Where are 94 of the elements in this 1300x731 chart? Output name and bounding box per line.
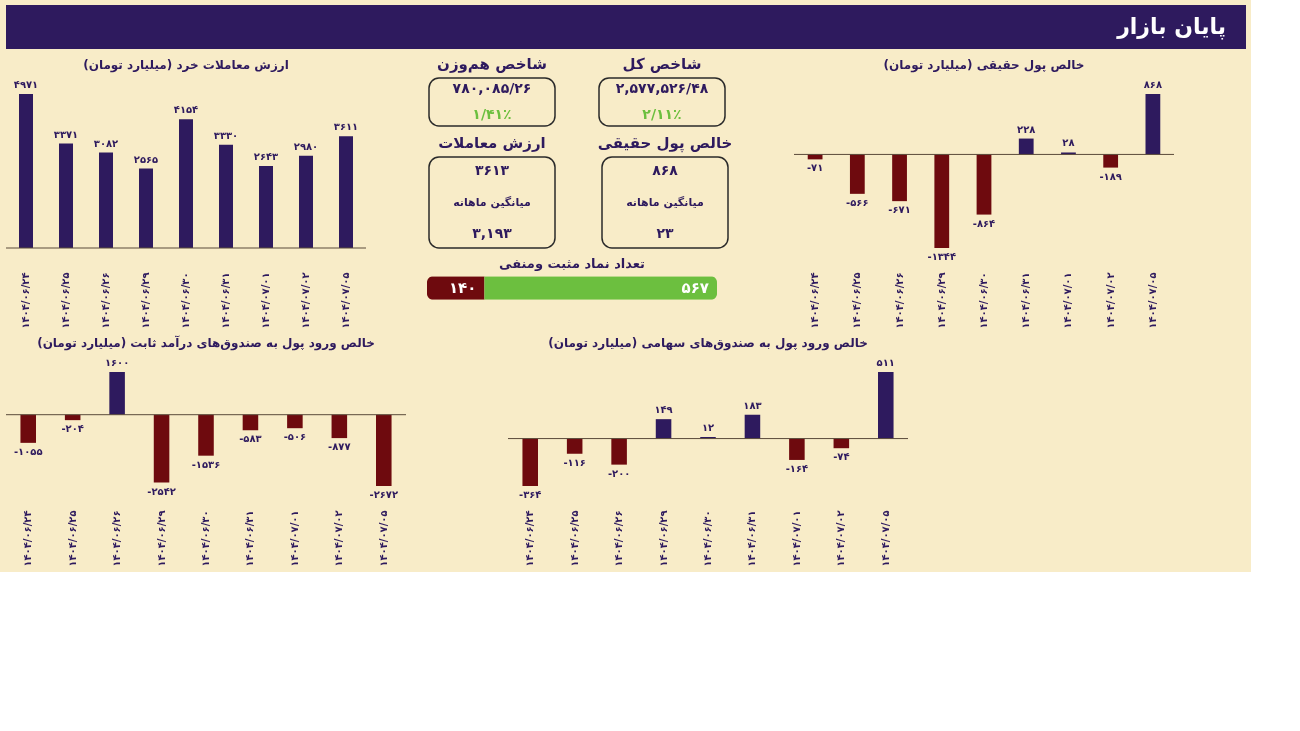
text: ۸۶۸ xyxy=(652,161,679,178)
chart-title: خالص ورود پول به صندوق‌های درآمد ثابت (میلیارد تومان) xyxy=(37,335,375,351)
data-label: ۱۴۹ xyxy=(654,404,673,416)
data-label: -۲۰۴ xyxy=(61,423,84,435)
chart-title: خالص ورود پول به صندوق‌های سهامی (میلیارد تومان) xyxy=(548,336,868,351)
x-tick-label: ۱۴۰۴/۰۶/۲۹ xyxy=(935,272,947,329)
x-tick-label: ۱۴۰۴/۰۶/۲۴ xyxy=(20,272,31,329)
chart-title: خالص پول حقیقی (میلیارد تومان) xyxy=(883,58,1085,73)
x-tick-label: ۱۴۰۴/۰۶/۲۵ xyxy=(60,272,71,329)
x-tick-label: ۱۴۰۴/۰۶/۲۶ xyxy=(893,272,905,329)
x-tick-label: ۱۴۰۴/۰۷/۰۱ xyxy=(790,510,802,567)
data-label: ۴۹۷۱ xyxy=(13,79,39,90)
data-label: -۷۱ xyxy=(806,162,824,174)
x-tick-label: ۱۴۰۴/۰۷/۰۲ xyxy=(835,510,847,567)
data-label: ۱۸۳ xyxy=(743,399,762,411)
data-label: -۱۸۹ xyxy=(1099,170,1122,182)
x-tick-label: ۱۴۰۴/۰۷/۰۱ xyxy=(260,272,271,329)
x-tick-label: ۱۴۰۴/۰۶/۳۱ xyxy=(746,510,758,567)
x-tick-label: ۱۴۰۴/۰۶/۲۴ xyxy=(22,510,34,567)
data-label: -۵۸۳ xyxy=(239,433,262,445)
data-label: -۱۱۶ xyxy=(563,456,586,468)
text: ۱/۴۱٪ xyxy=(472,106,512,122)
x-tick-label: ۱۴۰۴/۰۷/۰۲ xyxy=(333,510,345,567)
data-label: -۶۷۱ xyxy=(888,204,911,216)
x-tick-label: ۱۴۰۴/۰۷/۰۵ xyxy=(1146,272,1158,329)
x-tick-label: ۱۴۰۴/۰۷/۰۱ xyxy=(1062,272,1074,329)
data-label: -۲۶۷۲ xyxy=(369,489,399,500)
x-tick-label: ۱۴۰۴/۰۷/۰۱ xyxy=(288,510,300,567)
data-label: ۲۲۸ xyxy=(1017,123,1036,135)
text: ارزش معاملات xyxy=(438,134,546,152)
x-tick-label: ۱۴۰۴/۰۷/۰۲ xyxy=(1104,272,1116,329)
x-tick-label: ۱۴۰۴/۰۶/۲۵ xyxy=(66,510,78,567)
data-label: ۲۹۸۰ xyxy=(293,140,319,152)
chart-title: تعداد نماد مثبت ومنفی xyxy=(499,256,645,271)
x-tick-label: ۱۴۰۴/۰۷/۰۵ xyxy=(377,510,389,567)
x-tick-label: ۱۴۰۴/۰۶/۲۵ xyxy=(568,510,580,567)
data-label: ۵۱۱ xyxy=(876,357,895,368)
x-tick-label: ۱۴۰۴/۰۶/۲۴ xyxy=(809,272,821,329)
x-tick-label: ۱۴۰۴/۰۶/۲۹ xyxy=(140,272,151,329)
data-label: ۲۶۴۳ xyxy=(253,151,279,163)
text: میانگین ماهانه xyxy=(453,195,531,209)
x-tick-label: ۱۴۰۴/۰۶/۲۴ xyxy=(524,510,536,567)
data-label: ۲۸ xyxy=(1062,137,1075,149)
text: خالص پول حقیقی xyxy=(597,134,733,153)
data-label: ۳۶۱۱ xyxy=(333,121,359,133)
text: ۲۳ xyxy=(656,225,674,242)
text: ۷۸۰,۰۸۵/۲۶ xyxy=(452,80,532,96)
x-tick-label: ۱۴۰۴/۰۶/۳۰ xyxy=(200,510,211,567)
data-label: -۲۰۰ xyxy=(607,467,631,479)
text: ۲/۱۱٪ xyxy=(642,106,682,122)
data-label: ۴۱۵۴ xyxy=(173,104,199,116)
data-label: ۱۲ xyxy=(701,422,715,434)
text: ۳۶۱۳ xyxy=(474,161,510,178)
data-label: -۱۰۵۵ xyxy=(13,445,43,457)
x-tick-label: ۱۴۰۴/۰۷/۰۵ xyxy=(879,510,891,567)
x-tick-label: ۱۴۰۴/۰۶/۳۰ xyxy=(978,272,989,329)
data-label: -۱۶۴ xyxy=(785,462,809,474)
x-tick-label: ۱۴۰۴/۰۶/۳۱ xyxy=(220,272,231,329)
x-tick-label: ۱۴۰۴/۰۶/۳۱ xyxy=(244,510,256,567)
x-tick-label: ۱۴۰۴/۰۷/۰۲ xyxy=(300,272,311,329)
x-tick-label: ۱۴۰۴/۰۶/۳۱ xyxy=(1020,272,1032,329)
data-label: ۳۳۷۱ xyxy=(53,128,79,140)
data-label: -۵۰۶ xyxy=(283,431,307,443)
data-label: -۸۶۴ xyxy=(972,217,996,229)
data-label: ۳۰۸۲ xyxy=(93,137,119,149)
data-label: -۳۶۴ xyxy=(518,489,542,500)
data-label: -۵۶۶ xyxy=(846,196,869,208)
x-tick-label: ۱۴۰۴/۰۶/۲۹ xyxy=(657,510,669,567)
text: میانگین ماهانه xyxy=(626,195,704,209)
data-label: ۸۶۸ xyxy=(1143,79,1163,90)
x-tick-label: ۱۴۰۴/۰۶/۲۶ xyxy=(111,510,123,567)
data-label: -۲۵۴۲ xyxy=(147,485,176,497)
text: شاخص هم‌وزن xyxy=(437,55,547,73)
text: پایان بازار xyxy=(1116,14,1226,40)
x-tick-label: ۱۴۰۴/۰۷/۰۵ xyxy=(340,272,351,329)
x-tick-label: ۱۴۰۴/۰۶/۳۰ xyxy=(180,272,191,329)
x-tick-label: ۱۴۰۴/۰۶/۲۹ xyxy=(155,510,167,567)
text: ۳,۱۹۳ xyxy=(472,225,513,242)
data-label: -۷۴ xyxy=(833,451,850,463)
x-tick-label: ۱۴۰۴/۰۶/۲۶ xyxy=(100,272,111,329)
data-label: -۸۷۷ xyxy=(328,441,351,453)
text: ۲,۵۷۷,۵۲۶/۴۸ xyxy=(615,80,709,96)
data-label: ۲۵۶۵ xyxy=(133,153,159,165)
data-label: ۱۶۰۰ xyxy=(104,357,130,368)
x-tick-label: ۱۴۰۴/۰۶/۳۰ xyxy=(702,510,713,567)
data-label: ۵۶۷ xyxy=(681,279,709,297)
data-label: ۳۳۳۰ xyxy=(213,129,239,141)
data-label: -۱۳۴۴ xyxy=(927,251,957,262)
x-tick-label: ۱۴۰۴/۰۶/۲۶ xyxy=(613,510,625,567)
chart-title: ارزش معاملات خرد (میلیارد تومان) xyxy=(83,58,289,73)
data-label: ۱۴۰ xyxy=(448,279,477,297)
x-tick-label: ۱۴۰۴/۰۶/۲۵ xyxy=(851,272,863,329)
text: شاخص کل xyxy=(622,55,702,73)
data-label: -۱۵۳۶ xyxy=(191,458,221,470)
